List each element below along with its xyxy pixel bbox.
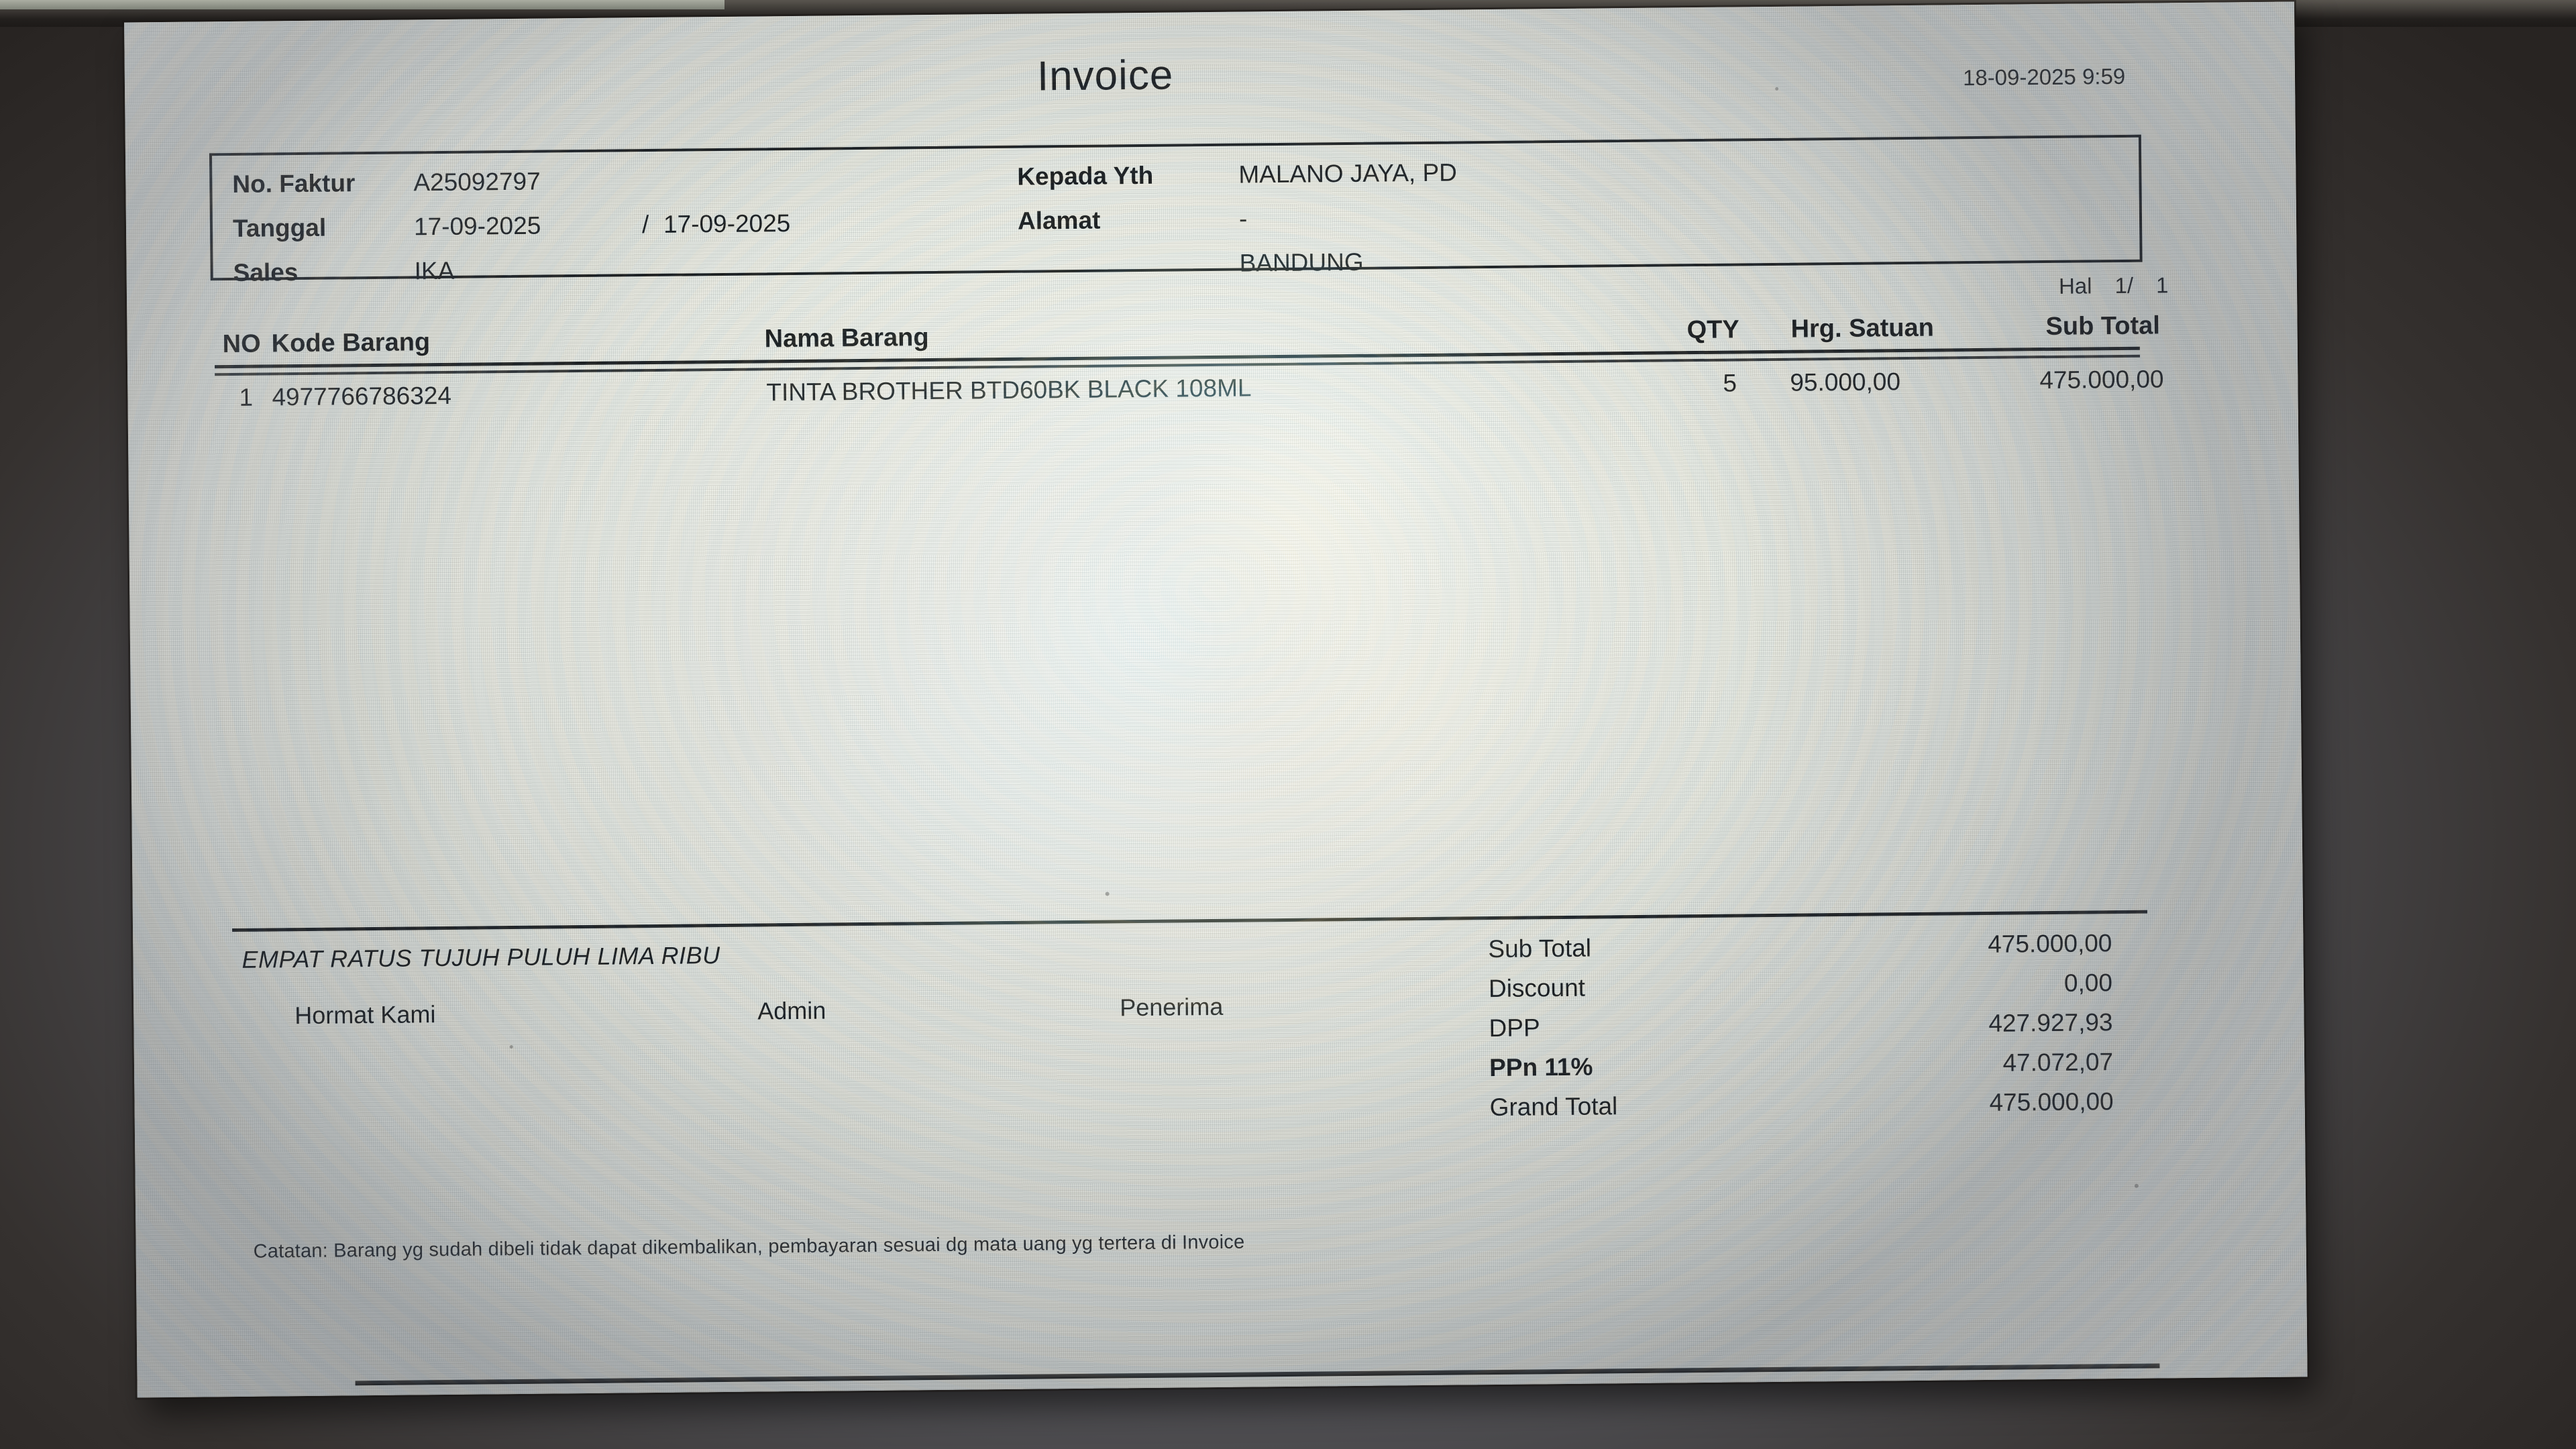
totals-row-dpp: DPP 427.927,93 <box>1489 1008 2133 1054</box>
value-address-line1: - <box>1238 205 1248 233</box>
page-counter: Hal 1/ 1 <box>2059 272 2169 299</box>
label-date: Tanggal <box>232 213 327 242</box>
totals-label-subtotal: Sub Total <box>1488 934 1592 963</box>
totals-panel: Sub Total 475.000,00 Discount 0,00 DPP 4… <box>1488 929 2134 1133</box>
invoice-document: Invoice 18-09-2025 9:59 No. Faktur A2509… <box>124 1 2308 1391</box>
value-invoice-no: A25092797 <box>413 167 541 197</box>
column-header-qty: QTY <box>1686 315 1739 345</box>
totals-row-discount: Discount 0,00 <box>1489 969 2133 1014</box>
label-sales: Sales <box>233 258 299 286</box>
totals-label-dpp: DPP <box>1489 1014 1540 1042</box>
signature-label-admin: Admin <box>757 996 826 1025</box>
bezel-highlight <box>0 0 724 9</box>
totals-label-ppn: PPn 11% <box>1489 1053 1593 1082</box>
value-sales: IKA <box>414 256 455 285</box>
column-header-no: NO <box>222 329 261 359</box>
column-header-code: Kode Barang <box>271 328 431 358</box>
dust-speck <box>509 1045 513 1049</box>
label-invoice-no: No. Faktur <box>232 169 356 198</box>
dust-speck <box>2134 1183 2139 1188</box>
column-header-subtotal: Sub Total <box>2045 311 2161 341</box>
label-address: Alamat <box>1017 206 1101 235</box>
totals-row-ppn: PPn 11% 47.072,07 <box>1489 1048 2134 1093</box>
signature-label-sender: Hormat Kami <box>294 1000 436 1030</box>
invoice-page: Invoice 18-09-2025 9:59 No. Faktur A2509… <box>124 1 2308 1391</box>
value-date: 17-09-2025 <box>413 211 541 241</box>
cell-code: 4977766786324 <box>272 381 452 411</box>
dust-speck <box>1775 87 1779 91</box>
totals-value-dpp: 427.927,93 <box>1988 1008 2113 1037</box>
page-title: Invoice <box>1036 52 1174 100</box>
footer-note: Catatan: Barang yg sudah dibeli tidak da… <box>253 1231 1245 1263</box>
cell-name: TINTA BROTHER BTD60BK BLACK 108ML <box>766 374 1252 407</box>
totals-row-subtotal: Sub Total 475.000,00 <box>1488 929 2133 975</box>
page-counter-current: 1/ <box>2114 272 2134 299</box>
label-recipient: Kepada Yth <box>1017 161 1154 191</box>
monitor-screen: Invoice 18-09-2025 9:59 No. Faktur A2509… <box>124 1 2308 1398</box>
signature-label-receiver: Penerima <box>1120 992 1224 1022</box>
cell-subtotal: 475.000,00 <box>2039 365 2164 394</box>
page-counter-total: 1 <box>2155 272 2169 298</box>
print-timestamp: 18-09-2025 9:59 <box>1962 63 2126 91</box>
totals-label-discount: Discount <box>1488 973 1586 1003</box>
totals-value-discount: 0,00 <box>2063 969 2113 997</box>
totals-value-subtotal: 475.000,00 <box>1988 929 2112 958</box>
totals-value-ppn: 47.072,07 <box>2002 1048 2114 1077</box>
cell-no: 1 <box>239 383 254 411</box>
value-due-date: 17-09-2025 <box>663 209 791 238</box>
date-separator: / <box>641 211 649 239</box>
cell-price: 95.000,00 <box>1790 368 1901 396</box>
amount-in-words: EMPAT RATUS TUJUH PULUH LIMA RIBU <box>241 941 720 973</box>
dust-speck <box>1105 892 1110 896</box>
cell-qty: 5 <box>1723 369 1737 397</box>
page-counter-label: Hal <box>2058 273 2092 299</box>
value-recipient: MALANO JAYA, PD <box>1238 158 1458 189</box>
column-header-name: Nama Barang <box>764 323 929 354</box>
totals-value-grandtotal: 475.000,00 <box>1989 1087 2114 1116</box>
invoice-header-box: No. Faktur A25092797 Tanggal 17-09-2025 … <box>209 134 2143 286</box>
column-header-price: Hrg. Satuan <box>1790 313 1935 343</box>
totals-label-grandtotal: Grand Total <box>1489 1092 1618 1122</box>
totals-row-grandtotal: Grand Total 475.000,00 <box>1489 1087 2134 1133</box>
value-address-line2: BANDUNG <box>1239 248 1364 277</box>
footer-divider <box>232 910 2147 932</box>
